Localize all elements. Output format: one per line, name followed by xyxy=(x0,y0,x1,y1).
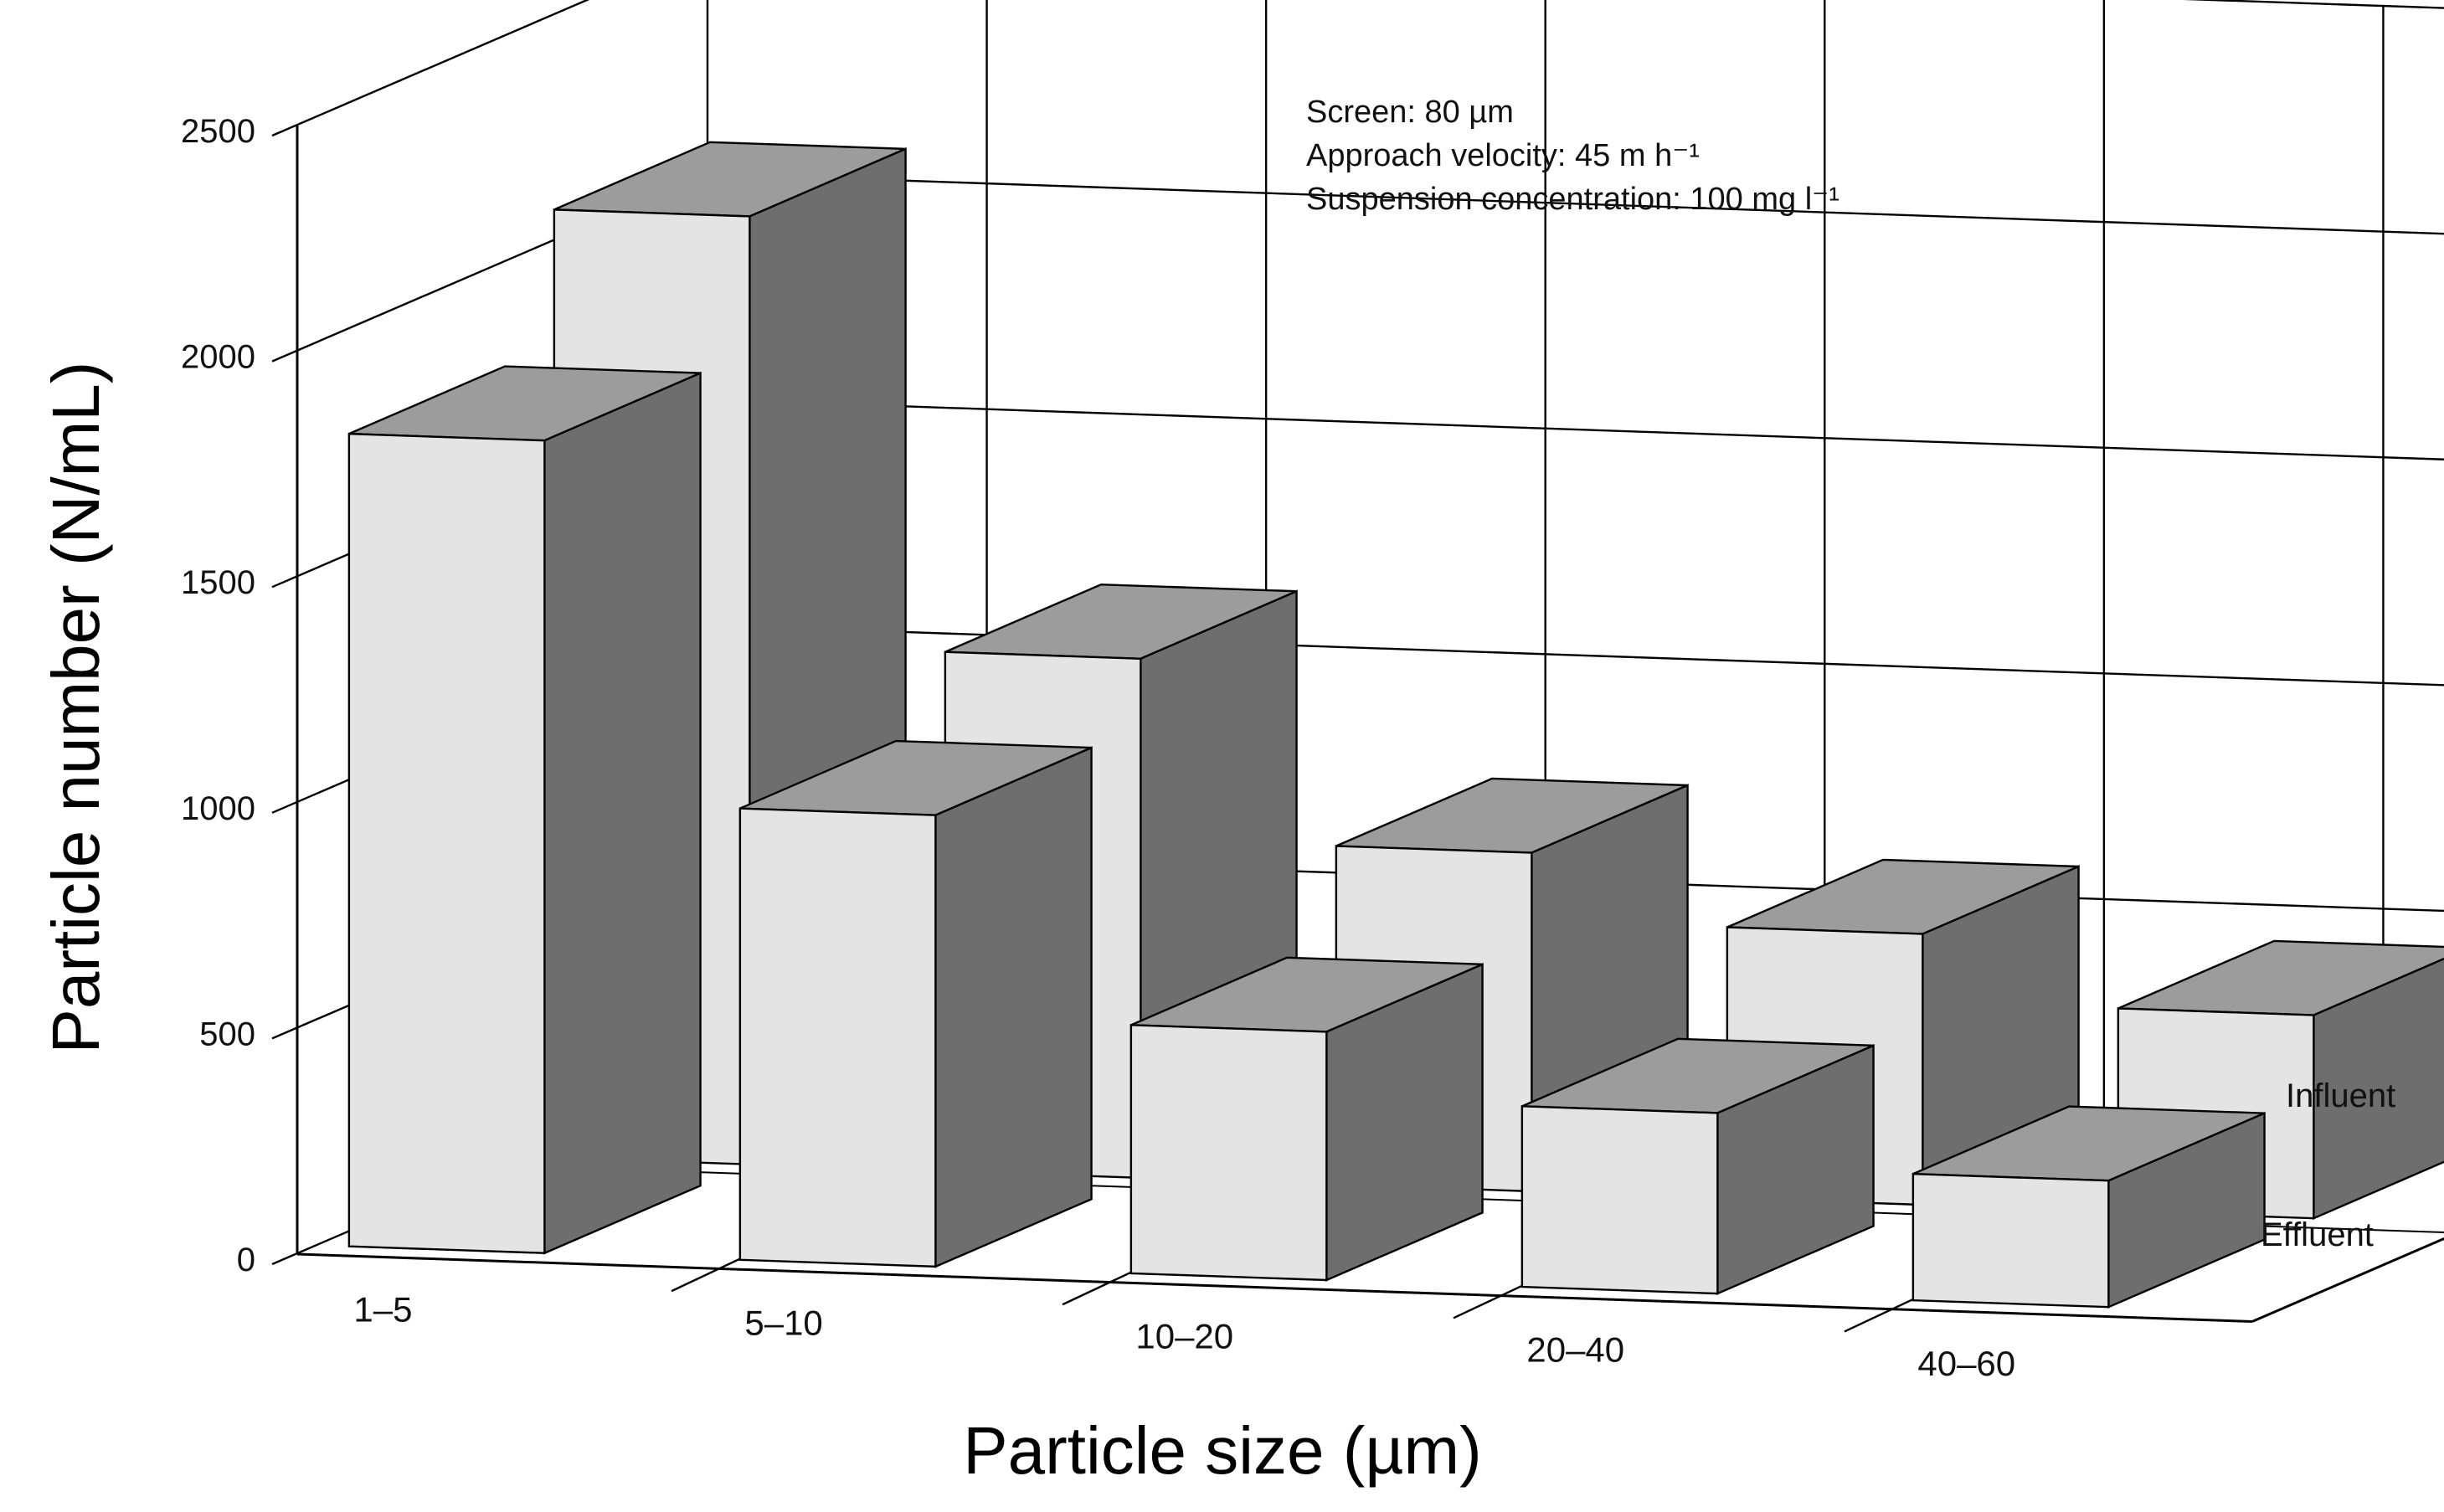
bar-effluent-3-front xyxy=(1520,1105,1719,1295)
x-tick-label-2: 10–20 xyxy=(1135,1317,1233,1356)
bar-effluent-2 xyxy=(1129,956,1484,1282)
y-tick-label-3: 1500 xyxy=(181,564,255,601)
bar-effluent-0-side xyxy=(543,371,702,1255)
annotation-line-1: Screen: 80 µm xyxy=(1306,95,1514,130)
x-tick-label-3: 20–40 xyxy=(1526,1330,1624,1370)
bar-effluent-4 xyxy=(1911,1105,2266,1309)
y-axis-title: Particle number (N/mL) xyxy=(39,362,113,1054)
bar-effluent-0 xyxy=(347,365,702,1255)
labels-layer: 0 500 1000 1500 2000 2500 1–5 5–10 10–20 20–40 40–… xyxy=(181,113,2015,1383)
bars-layer xyxy=(347,141,2444,1309)
x-tick-label-1: 5–10 xyxy=(744,1303,822,1342)
grid-line-back-3 xyxy=(707,399,2444,460)
floor-right-edge xyxy=(2251,1237,2444,1323)
floor-front-line xyxy=(296,1252,2253,1324)
grid-line-back-4 xyxy=(707,172,2444,235)
bar-effluent-1 xyxy=(738,739,1093,1268)
y-tick-label-5: 2500 xyxy=(181,113,255,150)
grid-line-side-5 xyxy=(271,0,590,137)
annotation-line-2: Approach velocity: 45 m h⁻¹ xyxy=(1306,138,1700,173)
grid-line-back-5 xyxy=(2183,0,2444,9)
bar-effluent-1-front xyxy=(738,807,937,1268)
x-tick-label-4: 40–60 xyxy=(1917,1344,2015,1383)
legend-effluent: Effluent xyxy=(2261,1216,2374,1253)
bar-effluent-0-front xyxy=(347,432,546,1254)
y-tick-label-0: 0 xyxy=(237,1242,255,1278)
bar-effluent-2-front xyxy=(1129,1024,1328,1282)
x-axis-title: Particle size (µm) xyxy=(963,1413,1482,1488)
y-tick-label-1: 500 xyxy=(199,1016,255,1052)
annotation-line-3: Suspension concentration: 100 mg l⁻¹ xyxy=(1306,182,1839,217)
legend-influent: Influent xyxy=(2286,1077,2395,1114)
bar-effluent-1-side xyxy=(934,746,1093,1268)
bar-effluent-4-front xyxy=(1911,1172,2110,1309)
x-tick-label-0: 1–5 xyxy=(353,1289,412,1329)
bar-effluent-3 xyxy=(1520,1037,1875,1295)
y-tick-label-2: 1000 xyxy=(181,790,255,827)
y-tick-label-4: 2000 xyxy=(181,339,255,376)
